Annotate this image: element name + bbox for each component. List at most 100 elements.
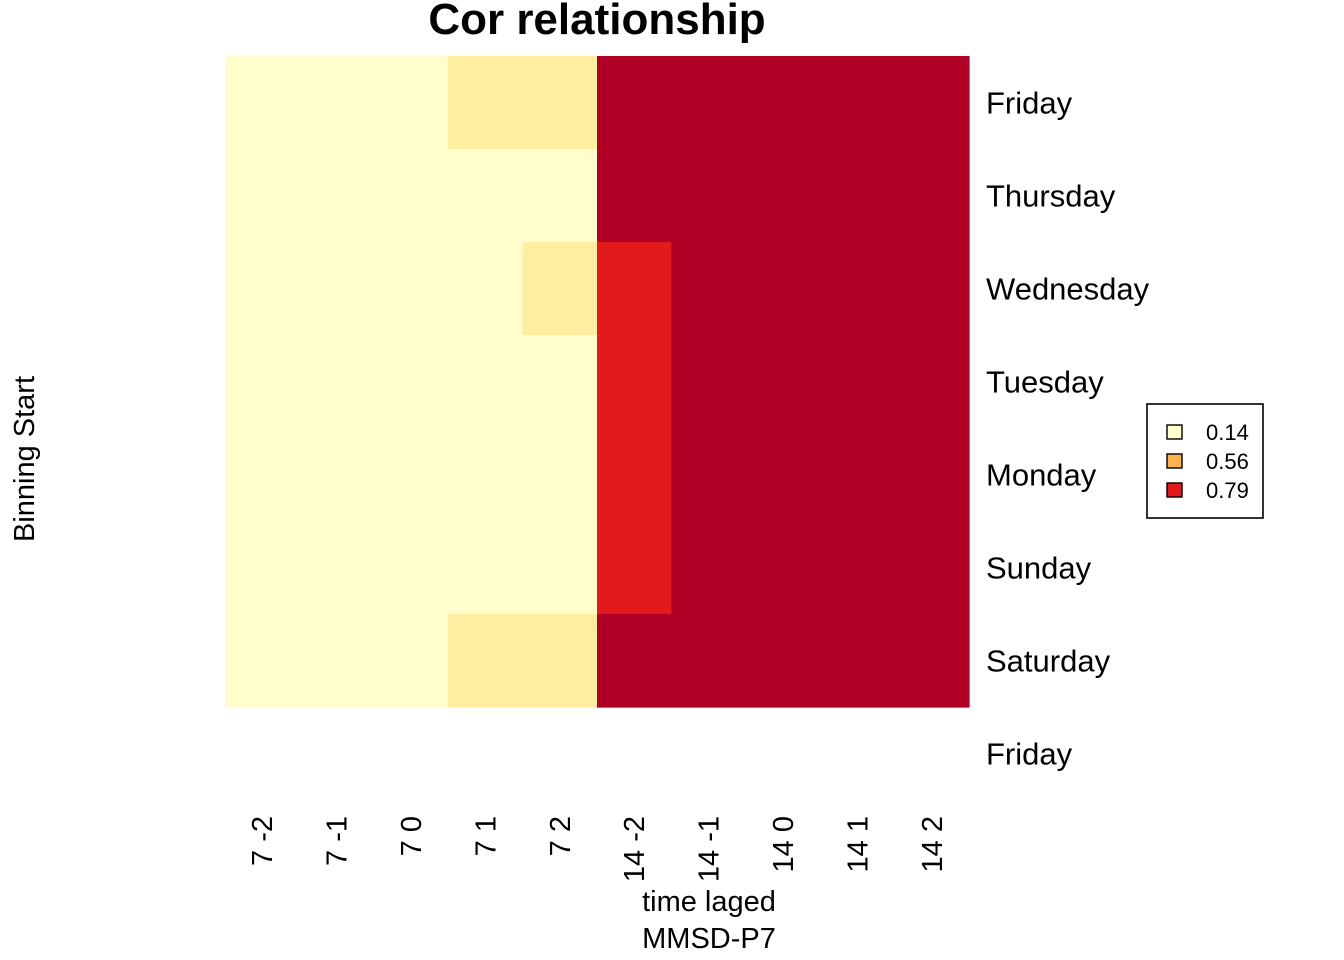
heatmap-cell	[522, 335, 598, 429]
legend-label: 0.56	[1206, 449, 1249, 474]
row-labels: Friday Saturday Sunday Monday Tuesday Wednesd…	[986, 86, 1150, 772]
column-label: 7 0	[396, 816, 428, 856]
row-label: Sunday	[986, 551, 1092, 586]
heatmap-cell	[225, 521, 300, 615]
heatmap-cell	[225, 56, 300, 150]
heatmap-cell	[894, 335, 970, 429]
row-label: Thursday	[986, 179, 1116, 214]
heatmap-cell	[373, 428, 449, 522]
heatmap-cell	[597, 242, 672, 336]
heatmap-cell	[448, 335, 524, 429]
legend: 0.14 0.56 0.79	[1146, 403, 1264, 519]
legend-swatch	[1166, 482, 1183, 498]
heatmap-cell	[373, 335, 449, 429]
heatmap-cell	[671, 149, 747, 243]
heatmap-cell	[373, 521, 449, 615]
x-axis-title: time laged	[642, 886, 776, 918]
heatmap-cell	[894, 614, 970, 708]
heatmap-cell	[299, 521, 375, 615]
heatmap-cell	[299, 149, 375, 243]
heatmap-cell	[820, 149, 896, 243]
heatmap-cell	[448, 428, 524, 522]
heatmap-cell	[745, 428, 821, 522]
column-label: 7 -1	[322, 816, 354, 866]
heatmap-cell	[299, 335, 375, 429]
heatmap-cell	[225, 428, 300, 522]
column-labels: 7 -2 7 -1 7 0 7 1 7 2 14 -2 14 -1 14 0 14 1 14 2	[247, 816, 949, 882]
heatmap-cell	[299, 242, 375, 336]
column-label: 14 0	[768, 816, 800, 872]
heatmap-cell	[299, 56, 375, 150]
column-label: 14 -1	[694, 816, 726, 882]
heatmap-cell	[597, 614, 672, 708]
heatmap-cell	[745, 614, 821, 708]
row-label: Friday	[986, 86, 1073, 121]
heatmap-cell	[894, 56, 970, 150]
heatmap-cell	[820, 428, 896, 522]
heatmap-cell	[820, 242, 896, 336]
heatmap-cell	[225, 149, 300, 243]
heatmap-cell	[225, 242, 300, 336]
row-label: Tuesday	[986, 365, 1104, 400]
heatmap-cell	[448, 56, 524, 150]
heatmap-cell	[448, 242, 524, 336]
heatmap-cell	[671, 56, 747, 150]
heatmap-cell	[894, 521, 970, 615]
column-label: 7 -2	[247, 816, 279, 866]
column-label: 14 1	[842, 816, 874, 872]
legend-swatch	[1166, 424, 1183, 440]
heatmap-cell	[225, 335, 300, 429]
heatmap-cell	[448, 521, 524, 615]
heatmap-cell	[597, 56, 672, 150]
column-label: 7 2	[545, 816, 577, 856]
heatmap-cell	[522, 428, 598, 522]
heatmap-cell	[597, 521, 672, 615]
heatmap-cell	[597, 335, 672, 429]
heatmap-cell	[597, 149, 672, 243]
heatmap-cell	[671, 428, 747, 522]
heatmap-cell	[671, 335, 747, 429]
heatmap-cell	[894, 149, 970, 243]
heatmap-cell	[448, 614, 524, 708]
heatmap-cell	[671, 242, 747, 336]
heatmap-cell	[373, 614, 449, 708]
column-label: 14 2	[917, 816, 949, 872]
heatmap-cell	[522, 242, 598, 336]
row-label: Saturday	[986, 644, 1111, 679]
row-label: Monday	[986, 458, 1097, 493]
heatmap-cell	[745, 149, 821, 243]
row-label: Wednesday	[986, 272, 1150, 307]
heatmap-cell	[745, 335, 821, 429]
heatmap-cell	[820, 521, 896, 615]
heatmap-cell	[671, 521, 747, 615]
y-axis-title: Binning Start	[9, 376, 41, 542]
heatmap-cell	[373, 242, 449, 336]
heatmap-cell	[522, 149, 598, 243]
x-axis-subtitle: MMSD-P7	[642, 923, 776, 955]
heatmap-cell	[373, 149, 449, 243]
heatmap-cell	[522, 56, 598, 150]
heatmap-cell	[299, 614, 375, 708]
heatmap-cell	[225, 614, 300, 708]
legend-label: 0.14	[1206, 420, 1249, 445]
heatmap-cell	[522, 521, 598, 615]
heatmap-cell	[671, 614, 747, 708]
heatmap-cell	[894, 428, 970, 522]
heatmap-cell	[597, 428, 672, 522]
legend-label: 0.79	[1206, 478, 1249, 503]
heatmap-cell	[820, 614, 896, 708]
heatmap-cell	[522, 614, 598, 708]
column-label: 7 1	[470, 816, 502, 856]
heatmap-cell	[299, 428, 375, 522]
heatmap-cell	[745, 521, 821, 615]
heatmap-cell	[745, 56, 821, 150]
row-label: Friday	[986, 737, 1073, 772]
heatmap-cell	[373, 56, 449, 150]
heatmap-cell	[448, 149, 524, 243]
heatmap-cell	[820, 56, 896, 150]
heatmap-cell	[894, 242, 970, 336]
heatmap-cells	[225, 56, 970, 708]
column-label: 14 -2	[619, 816, 651, 882]
heatmap-cell	[745, 242, 821, 336]
